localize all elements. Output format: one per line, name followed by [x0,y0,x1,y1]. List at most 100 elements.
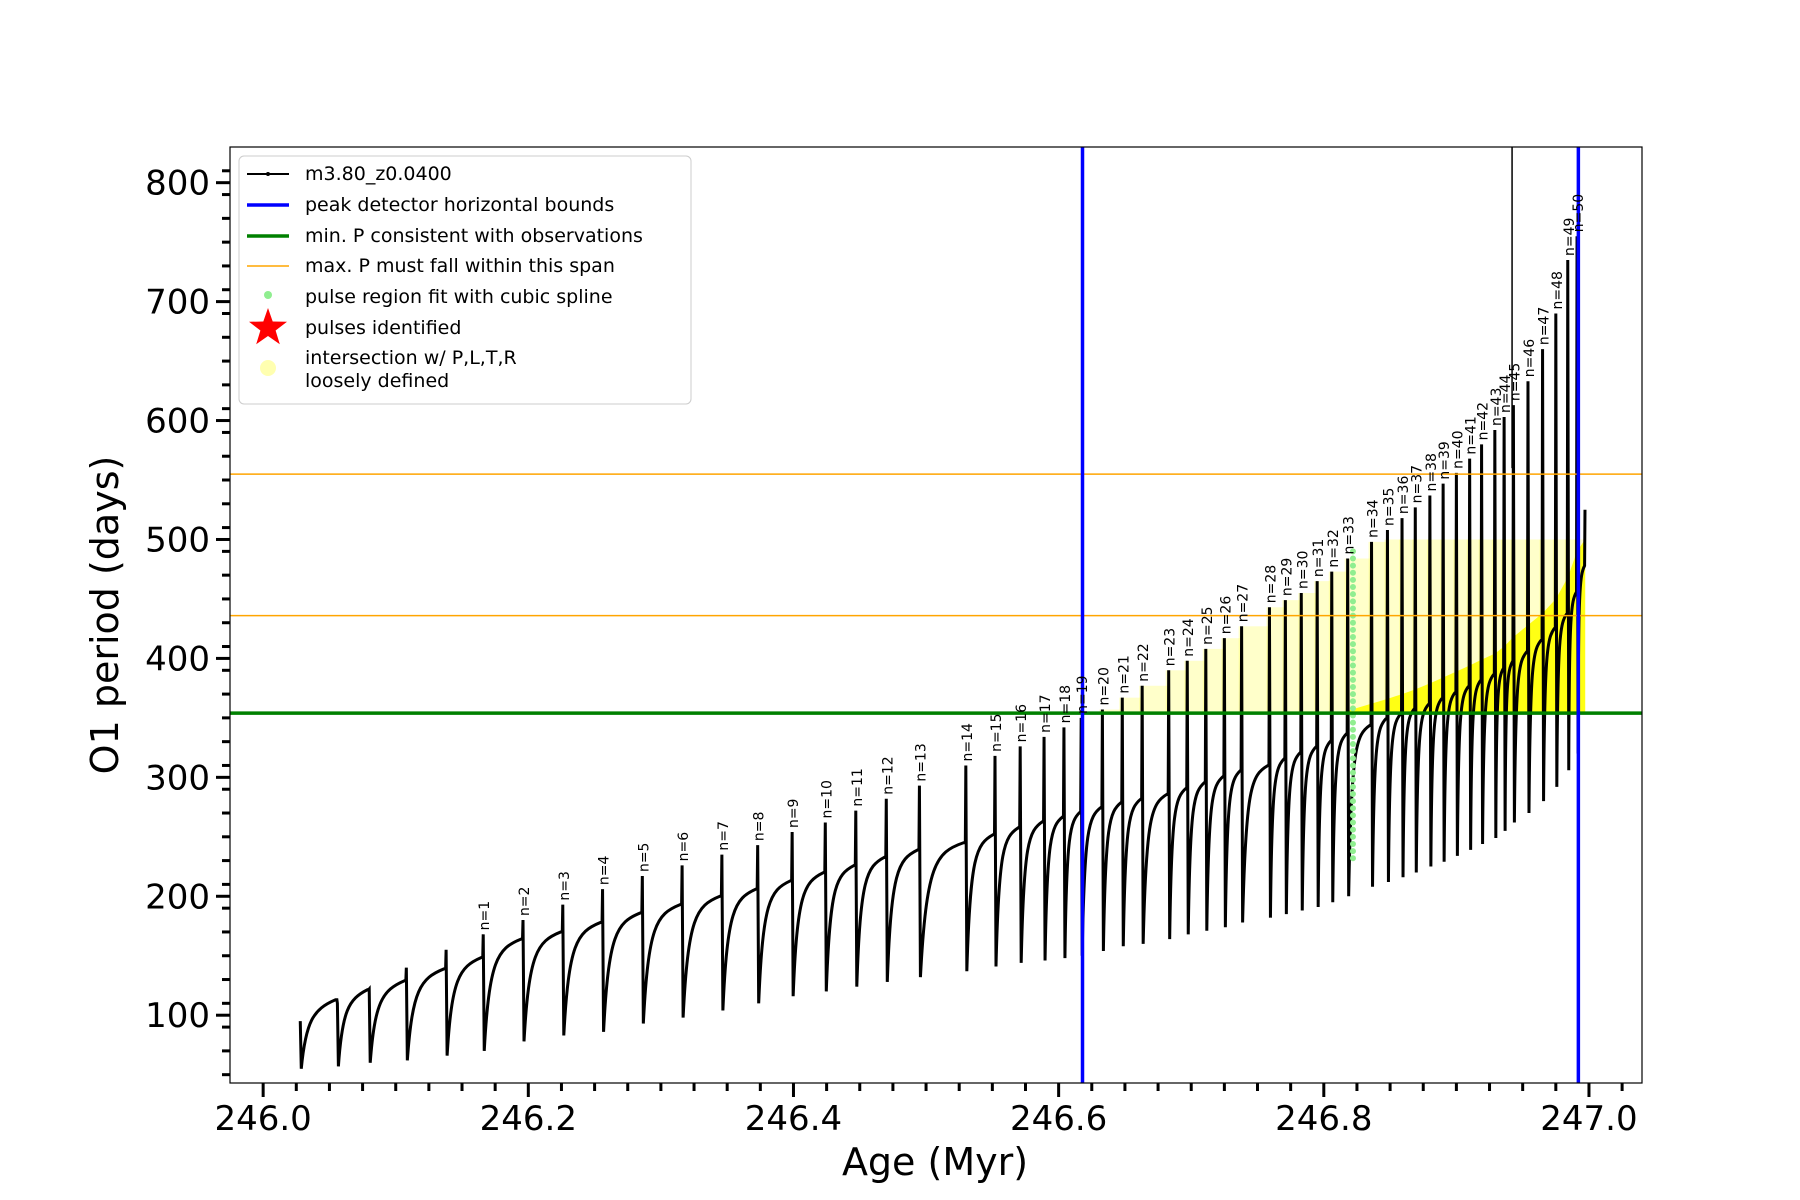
intersection-band [1368,541,1389,714]
pulse-label: n=20 [1096,667,1112,705]
legend-entry: m3.80_z0.0400 [247,163,452,185]
pulse-label: n=33 [1342,516,1358,554]
legend-label: min. P consistent with observations [305,225,643,247]
spline-point [1349,591,1356,598]
legend-label: loosely defined [305,370,449,392]
pulse-label: n=31 [1311,539,1327,577]
pulse-label: n=49 [1562,218,1578,256]
legend-entry: max. P must fall within this span [247,255,615,277]
x-tick-label: 246.2 [480,1099,577,1139]
intersection-core [1347,539,1585,714]
y-axis-label: O1 period (days) [83,456,127,775]
spline-point [1349,812,1356,819]
pulse-label: n=8 [752,812,768,842]
pulse-label: n=7 [716,821,732,851]
pulse-label: n=23 [1163,628,1179,666]
pulse-label: n=28 [1263,565,1279,603]
pulse-label: n=39 [1437,441,1453,479]
spline-point [1349,569,1356,576]
spline-point [1349,726,1356,733]
spline-point [1349,819,1356,826]
spline-point [1349,705,1356,712]
spline-point [1349,741,1356,748]
spline-point [1349,698,1356,705]
x-tick-label: 247.0 [1540,1099,1637,1139]
legend-star-icon [249,308,287,345]
intersection-band [1139,685,1170,714]
pulse-label: n=30 [1295,551,1311,589]
spline-point [1349,855,1356,862]
legend-label: pulse region fit with cubic spline [305,286,613,308]
intersection-band [1184,660,1207,714]
pulse-label: n=42 [1476,402,1492,440]
pulse-label: n=40 [1450,430,1466,468]
legend-box [238,155,692,405]
track-line [298,236,1587,1069]
pulse-label: n=41 [1464,416,1480,454]
spline-point [1349,641,1356,648]
track-m3.80_z0.0400 [298,147,1587,1069]
pulse-label: n=32 [1326,529,1342,567]
spline-point [1349,833,1356,840]
y-tick-label: 300 [145,758,210,798]
spline-point [1349,576,1356,583]
pulse-label: n=13 [913,743,929,781]
spline-point [1349,669,1356,676]
legend-dot-icon [264,291,272,299]
legend-label: peak detector horizontal bounds [305,194,614,216]
pulse-label: n=37 [1409,465,1425,503]
spline-point [1349,662,1356,669]
plot-frame [229,146,1643,1084]
spline-point [1349,783,1356,790]
x-tick-label: 246.8 [1275,1099,1372,1139]
spline-point [1349,719,1356,726]
intersection-band [1202,648,1226,714]
y-tick-label: 800 [145,164,210,204]
pulse-label: n=12 [880,756,896,794]
intersection-band [1282,600,1303,714]
spline-point [1349,626,1356,633]
intersection-band [1238,626,1271,714]
pulse-label: n=38 [1424,453,1440,491]
legend-label: max. P must fall within this span [305,255,615,277]
x-axis-label: Age (Myr) [842,1140,1028,1184]
pulse-label: n=9 [786,799,802,829]
pulse-label: n=10 [819,780,835,818]
spline-point [1349,605,1356,612]
pulse-label: n=17 [1038,694,1054,732]
plot-area: n=1 n=2 n=3 n=4 n=5 n=6 n=7 n=8 n=9 n=10 n=11 n=12 n… [230,147,1642,1083]
pulse-label: n=16 [1014,704,1030,743]
pulse-label: n=44 [1498,374,1514,413]
pulse-label: n=4 [597,856,613,886]
y-tick-label: 500 [145,520,210,560]
pulse-label: n=21 [1116,655,1132,693]
spline-point [1349,790,1356,797]
spline-point [1349,776,1356,783]
pulse-label: n=36 [1396,476,1412,515]
intersection-band [1328,571,1349,714]
spline-point [1349,555,1356,562]
pulse-label: n=5 [636,843,652,873]
spline-point [1349,562,1356,569]
y-tick-label: 100 [145,996,210,1036]
pulse-label: n=47 [1537,307,1553,345]
spline-point [1349,805,1356,812]
pulse-label: n=22 [1136,643,1152,681]
y-tick-label: 200 [145,877,210,917]
y-tick-label: 700 [145,283,210,323]
y-tick-label: 400 [145,639,210,679]
x-tick-label: 246.4 [745,1099,842,1139]
legend-entry: pulses identified [249,308,461,345]
spline-point [1349,655,1356,662]
y-tick-label: 600 [145,402,210,442]
pulse-label: n=46 [1522,339,1538,378]
legend-label: intersection w/ P,L,T,R [305,347,517,369]
intersection-band [1221,638,1243,714]
legend-marker-icon [266,172,270,176]
spline-point [1349,548,1356,555]
pulse-label: n=3 [557,871,573,901]
spline-point [1349,634,1356,641]
pulse-label: n=18 [1058,685,1074,723]
